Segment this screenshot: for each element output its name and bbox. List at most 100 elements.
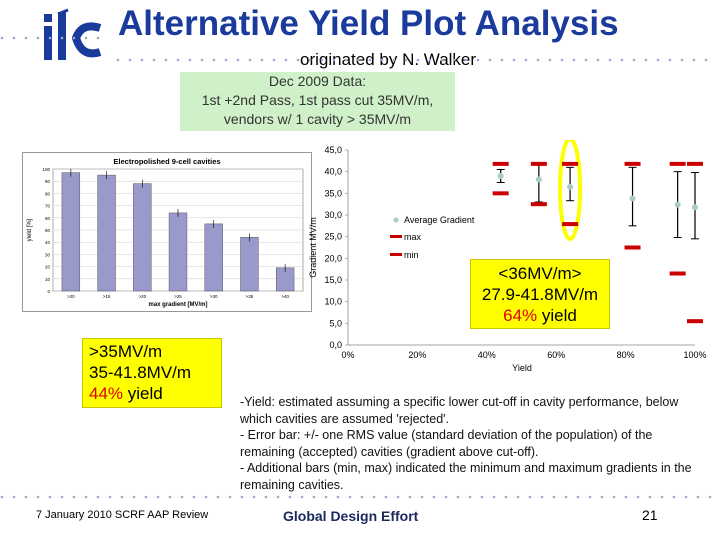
bar-xtick: >40 <box>281 294 289 299</box>
page-title: Alternative Yield Plot Analysis <box>118 4 619 43</box>
max-marker <box>530 161 547 166</box>
bar-ytick: 70 <box>45 204 51 209</box>
legend-max-label: max <box>404 232 422 242</box>
average-point <box>497 173 504 179</box>
note-error-bar: - Error bar: +/- one RMS value (standard… <box>240 428 653 459</box>
average-point <box>535 176 542 183</box>
yield-ylabel: Gradient MV/m <box>308 217 318 278</box>
bar-xtick: >35 <box>246 294 254 299</box>
bar-ytick: 80 <box>45 191 51 196</box>
bar-xtick: >20 <box>67 294 75 299</box>
min-marker <box>624 245 641 250</box>
callout-right-line1: <36MV/m> <box>498 264 582 283</box>
info-line-2: 1st +2nd Pass, 1st pass cut 35MV/m, <box>201 92 434 108</box>
yield-xtick: 40% <box>478 350 496 360</box>
subtitle: originated by N. Walker <box>300 50 477 69</box>
info-line-1: Dec 2009 Data: <box>268 73 367 89</box>
callout-left-suffix: yield <box>123 384 163 403</box>
bar-ytick: 30 <box>45 252 51 257</box>
yield-ytick: 25,0 <box>324 232 342 242</box>
legend-min-swatch <box>390 253 402 256</box>
electropolished-chart: Electropolished 9-cell cavities 100 90 80 70… <box>22 152 312 312</box>
footer-date: 7 January 2010 SCRF AAP Review <box>36 509 209 521</box>
footer-gde: Global Design Effort <box>283 508 419 524</box>
legend-max-swatch <box>390 235 402 238</box>
callout-left-yield: 44% yield <box>89 383 215 404</box>
ilc-logo <box>44 8 102 60</box>
max-marker <box>669 161 686 166</box>
callout-right-line2: 27.9-41.8MV/m <box>481 285 599 304</box>
bar-xtick: >20 <box>138 294 146 299</box>
yield-xtick: 100% <box>683 350 706 360</box>
yield-xtick: 80% <box>617 350 635 360</box>
legend-average-swatch <box>393 217 399 223</box>
callout-left: >35MV/m 35-41.8MV/m 44% yield <box>82 338 222 408</box>
yield-ytick: 40,0 <box>324 167 342 177</box>
bar-chart-svg: Electropolished 9-cell cavities100908070… <box>27 157 304 308</box>
min-marker <box>687 319 703 324</box>
max-marker <box>687 161 703 166</box>
yield-ytick: 35,0 <box>324 188 342 198</box>
bar-ytick: 50 <box>45 228 51 233</box>
bar-ytick: 60 <box>45 216 51 221</box>
bar-xtick: >25 <box>174 294 182 299</box>
min-marker <box>530 202 547 207</box>
data-info-box: Dec 2009 Data: 1st +2nd Pass, 1st pass c… <box>180 72 455 131</box>
yield-xtick: 0% <box>341 350 354 360</box>
bar-ytick: 20 <box>45 265 51 270</box>
bar-xtick: >15 <box>103 294 111 299</box>
bar-ytick: 100 <box>42 167 50 172</box>
min-marker <box>669 271 686 276</box>
bar-ylabel: yield [%] <box>27 218 33 241</box>
info-line-3: vendors w/ 1 cavity > 35MV/m <box>223 111 412 127</box>
bar-ytick: 40 <box>45 240 51 245</box>
callout-right-suffix: yield <box>537 306 577 325</box>
bar <box>240 237 259 292</box>
notes-text: -Yield: estimated assuming a specific lo… <box>240 394 710 493</box>
average-point <box>629 195 636 202</box>
note-yield: -Yield: estimated assuming a specific lo… <box>240 395 679 426</box>
yield-ytick: 10,0 <box>324 297 342 307</box>
bar <box>133 183 152 292</box>
bar <box>204 223 223 292</box>
bar-chart-title: Electropolished 9-cell cavities <box>113 157 220 166</box>
average-point <box>674 201 681 208</box>
bar-ytick: 10 <box>45 277 51 282</box>
legend-min-label: min <box>404 250 419 260</box>
yield-xtick: 20% <box>408 350 426 360</box>
yield-ytick: 20,0 <box>324 253 342 263</box>
max-marker <box>492 161 509 166</box>
average-point <box>567 183 574 190</box>
bar-xtick: >30 <box>210 294 218 299</box>
bar <box>168 212 188 292</box>
yield-ytick: 45,0 <box>324 145 342 155</box>
max-marker <box>624 161 641 166</box>
legend-average-label: Average Gradient <box>404 215 475 225</box>
callout-left-line2: 35-41.8MV/m <box>89 363 192 382</box>
bar-ytick: 0 <box>47 289 50 294</box>
bar <box>97 174 116 292</box>
min-marker <box>562 222 579 227</box>
callout-right: <36MV/m> 27.9-41.8MV/m 64% yield <box>470 259 610 329</box>
yield-ytick: 30,0 <box>324 210 342 220</box>
callout-left-pct: 44% <box>89 384 124 403</box>
callout-left-line1: >35MV/m <box>89 342 163 361</box>
callout-right-pct: 64% <box>503 306 538 325</box>
yield-ytick: 0,0 <box>329 340 342 350</box>
yield-chart-svg: 45,0 40,0 35,0 30,0 25,0 20,0 15,0 10,0 5,0 0,00%… <box>308 140 707 373</box>
max-marker <box>562 161 579 166</box>
min-marker <box>492 191 509 196</box>
yield-ytick: 15,0 <box>324 275 342 285</box>
yield-xtick: 60% <box>547 350 565 360</box>
bar-ytick: 90 <box>45 179 51 184</box>
yield-ytick: 5,0 <box>329 318 342 328</box>
callout-right-yield: 64% yield <box>471 305 609 326</box>
page-number: 21 <box>642 507 658 523</box>
note-additional-bars: - Additional bars (min, max) indicated t… <box>240 461 692 492</box>
bar-xlabel: max gradient [MV/m] <box>148 302 207 308</box>
highlight-ellipse <box>558 140 583 241</box>
yield-xlabel: Yield <box>512 363 532 373</box>
bar <box>61 172 81 292</box>
average-point <box>692 204 698 211</box>
